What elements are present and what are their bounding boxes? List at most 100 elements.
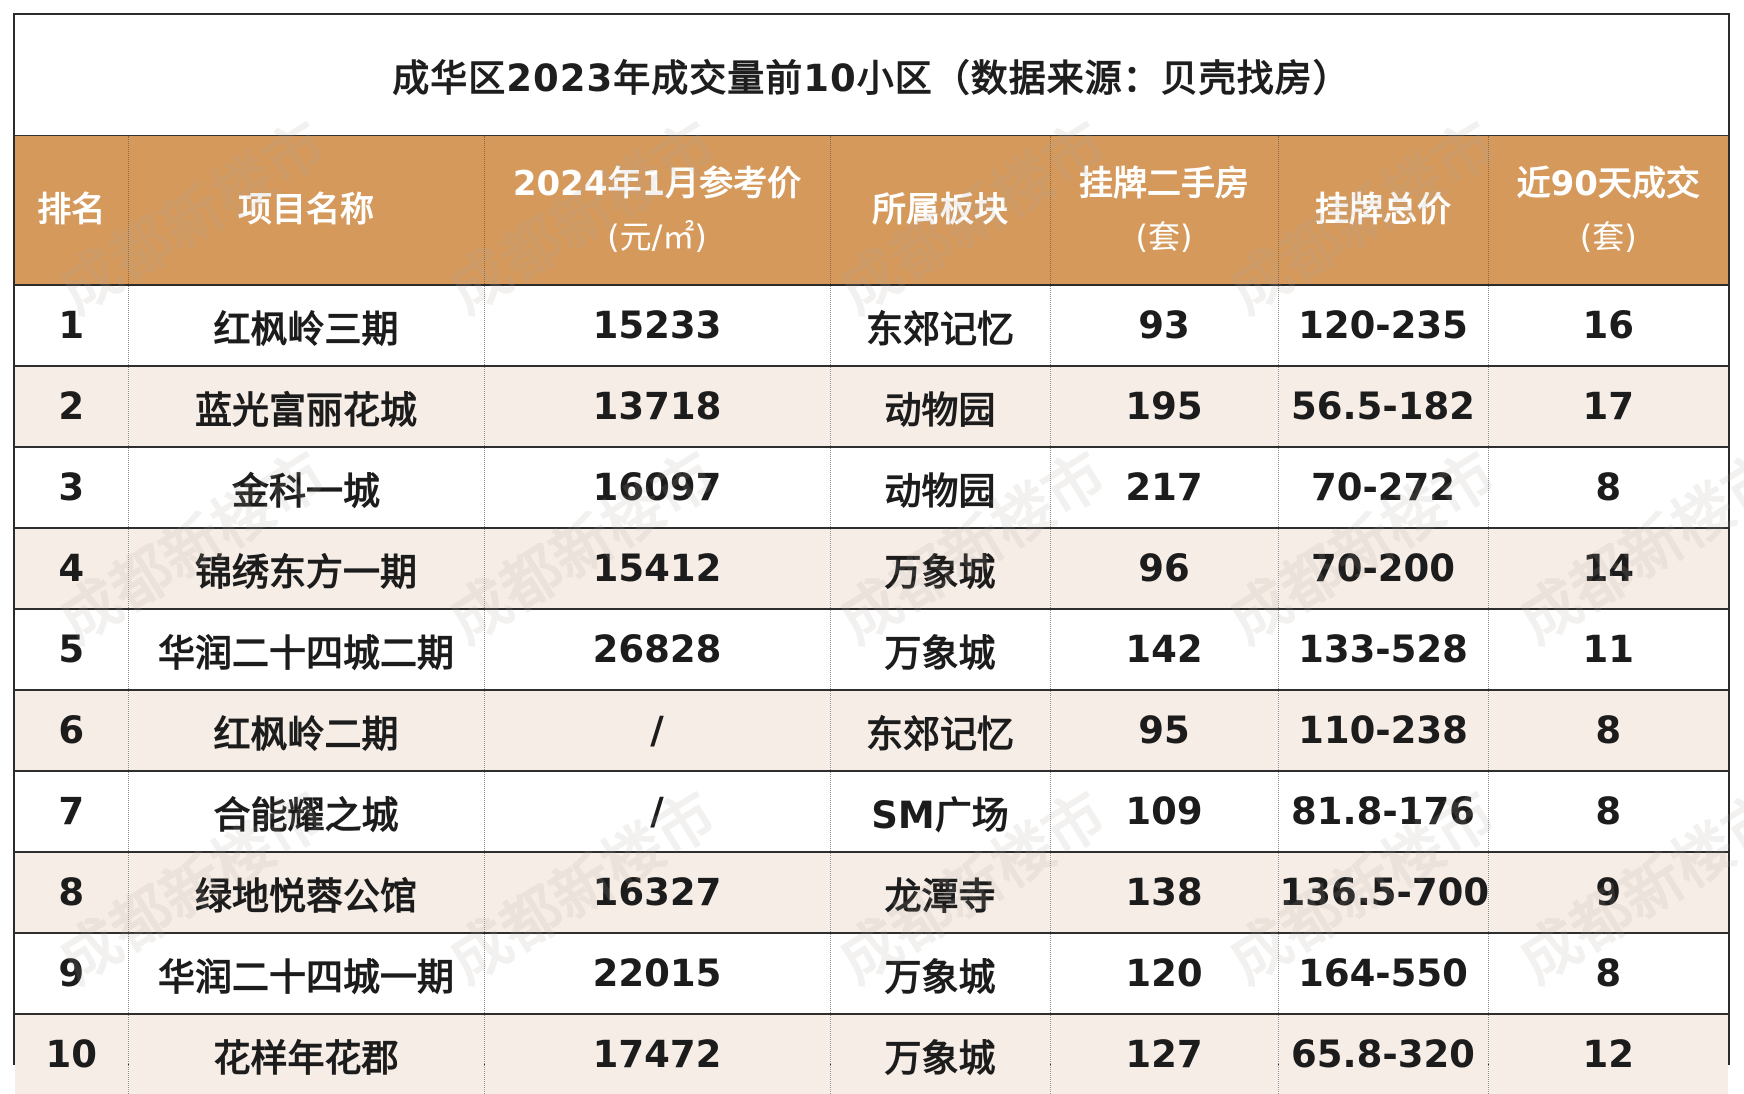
cell-listing-price: 70-200	[1278, 528, 1489, 610]
cell-district: 万象城	[830, 1014, 1051, 1094]
cell-district: 动物园	[830, 366, 1051, 448]
table-title: 成华区2023年成交量前10小区（数据来源：贝壳找房）	[392, 57, 1351, 100]
cell-listings: 96	[1050, 528, 1279, 610]
header-label: 项目名称	[238, 189, 374, 230]
cell-reference-price: 13718	[484, 366, 831, 448]
table-row: 5 华润二十四城二期 26828 万象城 142 133-528 11	[15, 609, 1728, 691]
cell-rank: 3	[15, 447, 129, 529]
header-label: 2024年1月参考价	[512, 164, 802, 205]
cell-project-name: 绿地悦蓉公馆	[128, 852, 485, 934]
cell-listing-price: 65.8-320	[1278, 1014, 1489, 1094]
cell-listing-price: 120-235	[1278, 285, 1489, 367]
cell-recent-deals: 16	[1488, 285, 1728, 367]
cell-recent-deals: 8	[1488, 933, 1728, 1015]
header-label: 排名	[37, 189, 106, 230]
cell-listing-price: 136.5-700	[1278, 852, 1489, 934]
table-row: 4 锦绣东方一期 15412 万象城 96 70-200 14	[15, 528, 1728, 610]
cell-project-name: 红枫岭三期	[128, 285, 485, 367]
cell-project-name: 红枫岭二期	[128, 690, 485, 772]
cell-recent-deals: 8	[1488, 690, 1728, 772]
header-unit: (元/㎡)	[607, 217, 707, 256]
cell-rank: 2	[15, 366, 129, 448]
cell-project-name: 华润二十四城二期	[128, 609, 485, 691]
cell-project-name: 华润二十四城一期	[128, 933, 485, 1015]
cell-listings: 127	[1050, 1014, 1279, 1094]
cell-listing-price: 164-550	[1278, 933, 1489, 1015]
cell-project-name: 锦绣东方一期	[128, 528, 485, 610]
table-row: 3 金科一城 16097 动物园 217 70-272 8	[15, 447, 1728, 529]
cell-listings: 138	[1050, 852, 1279, 934]
table-body: 1 红枫岭三期 15233 东郊记忆 93 120-235 16 2 蓝光富丽花城 13718 动物…	[15, 285, 1728, 1094]
cell-recent-deals: 14	[1488, 528, 1728, 610]
cell-project-name: 蓝光富丽花城	[128, 366, 485, 448]
cell-listing-price: 70-272	[1278, 447, 1489, 529]
title-row: 成华区2023年成交量前10小区（数据来源：贝壳找房）	[15, 15, 1728, 136]
header-label: 近90天成交	[1516, 164, 1700, 205]
header-row: 排名 项目名称 2024年1月参考价 (元/㎡) 所属板块 挂牌二手房 (套) 挂牌总价 近90…	[15, 136, 1728, 286]
cell-district: SM广场	[830, 771, 1051, 853]
cell-reference-price: 15233	[484, 285, 831, 367]
cell-reference-price: 26828	[484, 609, 831, 691]
cell-listing-price: 56.5-182	[1278, 366, 1489, 448]
cell-rank: 7	[15, 771, 129, 853]
table-row: 1 红枫岭三期 15233 东郊记忆 93 120-235 16	[15, 285, 1728, 367]
cell-listings: 109	[1050, 771, 1279, 853]
cell-district: 动物园	[830, 447, 1051, 529]
header-listing-price: 挂牌总价	[1278, 136, 1489, 286]
cell-reference-price: 15412	[484, 528, 831, 610]
header-unit: (套)	[1579, 217, 1637, 256]
header-recent-deals: 近90天成交 (套)	[1488, 136, 1728, 286]
cell-rank: 5	[15, 609, 129, 691]
ranking-table: 排名 项目名称 2024年1月参考价 (元/㎡) 所属板块 挂牌二手房 (套) 挂牌总价 近90…	[15, 136, 1728, 1094]
header-reference-price: 2024年1月参考价 (元/㎡)	[484, 136, 831, 286]
cell-district: 万象城	[830, 528, 1051, 610]
cell-rank: 8	[15, 852, 129, 934]
cell-rank: 10	[15, 1014, 129, 1094]
header-label: 所属板块	[872, 189, 1008, 230]
cell-district: 龙潭寺	[830, 852, 1051, 934]
header-district: 所属板块	[830, 136, 1051, 286]
cell-recent-deals: 8	[1488, 447, 1728, 529]
cell-listings: 195	[1050, 366, 1279, 448]
cell-listings: 120	[1050, 933, 1279, 1015]
cell-listings: 142	[1050, 609, 1279, 691]
cell-recent-deals: 12	[1488, 1014, 1728, 1094]
cell-listings: 95	[1050, 690, 1279, 772]
cell-recent-deals: 9	[1488, 852, 1728, 934]
table-row: 9 华润二十四城一期 22015 万象城 120 164-550 8	[15, 933, 1728, 1015]
cell-project-name: 金科一城	[128, 447, 485, 529]
header-label: 挂牌二手房	[1079, 164, 1249, 205]
cell-reference-price: /	[484, 771, 831, 853]
cell-project-name: 花样年花郡	[128, 1014, 485, 1094]
table-header: 排名 项目名称 2024年1月参考价 (元/㎡) 所属板块 挂牌二手房 (套) 挂牌总价 近90…	[15, 136, 1728, 286]
cell-district: 东郊记忆	[830, 285, 1051, 367]
cell-reference-price: 17472	[484, 1014, 831, 1094]
cell-listing-price: 81.8-176	[1278, 771, 1489, 853]
cell-reference-price: 22015	[484, 933, 831, 1015]
header-project-name: 项目名称	[128, 136, 485, 286]
cell-district: 东郊记忆	[830, 690, 1051, 772]
cell-recent-deals: 17	[1488, 366, 1728, 448]
header-rank: 排名	[15, 136, 129, 286]
cell-listing-price: 110-238	[1278, 690, 1489, 772]
table-row: 2 蓝光富丽花城 13718 动物园 195 56.5-182 17	[15, 366, 1728, 448]
cell-district: 万象城	[830, 609, 1051, 691]
cell-reference-price: 16327	[484, 852, 831, 934]
header-label: 挂牌总价	[1315, 189, 1451, 230]
cell-listings: 217	[1050, 447, 1279, 529]
table-row: 8 绿地悦蓉公馆 16327 龙潭寺 138 136.5-700 9	[15, 852, 1728, 934]
cell-rank: 1	[15, 285, 129, 367]
table-frame: 成华区2023年成交量前10小区（数据来源：贝壳找房） 排名 项目名称 2024年1…	[13, 13, 1730, 1094]
header-listings: 挂牌二手房 (套)	[1050, 136, 1279, 286]
table-row: 6 红枫岭二期 / 东郊记忆 95 110-238 8	[15, 690, 1728, 772]
cell-project-name: 合能耀之城	[128, 771, 485, 853]
table-row: 10 花样年花郡 17472 万象城 127 65.8-320 12	[15, 1014, 1728, 1094]
cell-rank: 4	[15, 528, 129, 610]
cell-rank: 9	[15, 933, 129, 1015]
cell-reference-price: /	[484, 690, 831, 772]
cell-district: 万象城	[830, 933, 1051, 1015]
cell-recent-deals: 11	[1488, 609, 1728, 691]
header-unit: (套)	[1135, 217, 1193, 256]
cell-recent-deals: 8	[1488, 771, 1728, 853]
cell-listings: 93	[1050, 285, 1279, 367]
